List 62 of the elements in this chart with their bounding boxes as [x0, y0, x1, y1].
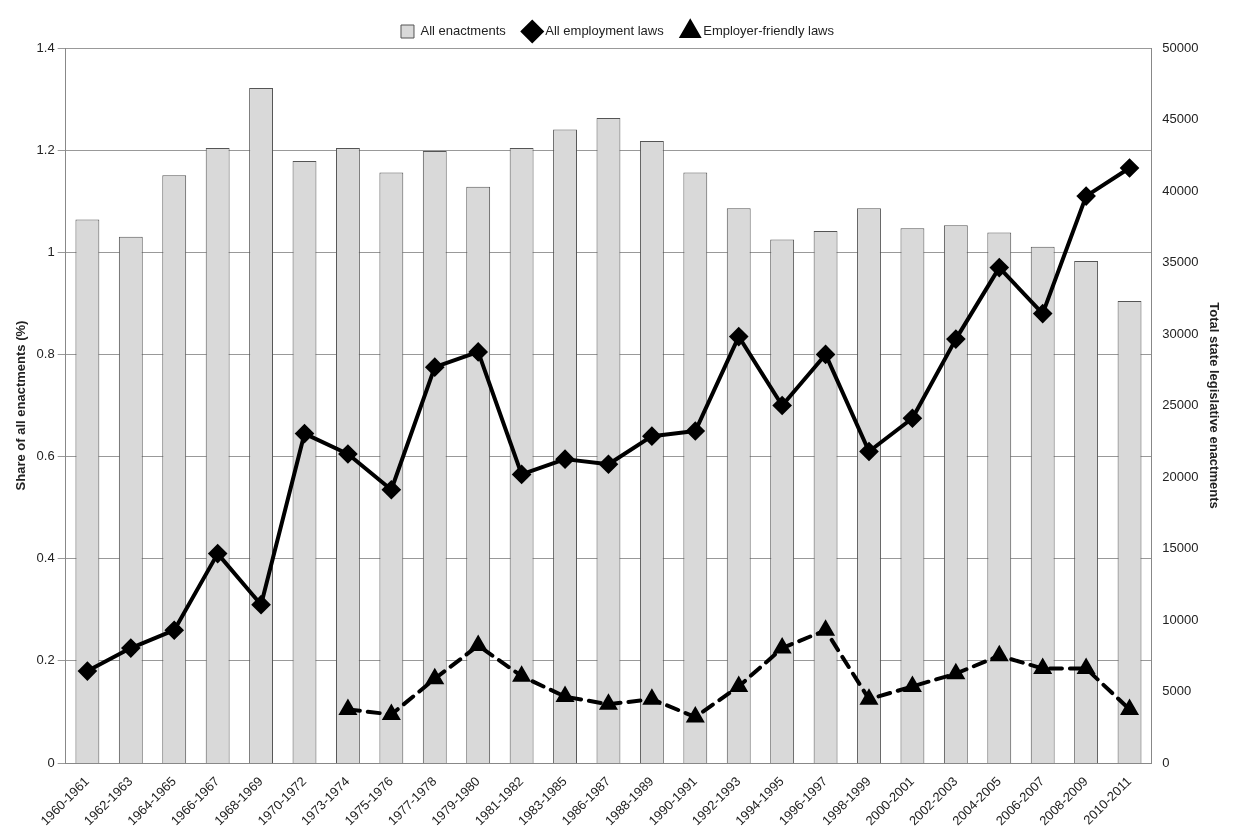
point [295, 424, 314, 443]
point [903, 409, 922, 428]
y2-axis-title: Total state legislative enactments [1206, 302, 1222, 509]
point [1121, 700, 1138, 715]
y2-tick-label: 30000 [1162, 325, 1199, 341]
point [599, 455, 618, 474]
point [817, 621, 834, 636]
point [208, 544, 227, 563]
y-axis-title: Share of all enactments (%) [13, 320, 29, 491]
point [425, 358, 444, 377]
point [1033, 304, 1052, 323]
point [860, 442, 878, 461]
point [642, 427, 661, 446]
point [816, 345, 835, 364]
point [687, 708, 704, 723]
point [1033, 657, 1052, 675]
point [774, 639, 791, 654]
y2-tick-label: 25000 [1162, 397, 1199, 413]
legend-label: Employer-friendly laws [703, 23, 835, 39]
point [339, 700, 356, 715]
y2-tick-label: 0 [1162, 754, 1170, 770]
y2-tick-label: 20000 [1162, 468, 1199, 484]
y2-tick-label: 40000 [1162, 182, 1199, 198]
point [556, 450, 575, 469]
point [165, 621, 184, 640]
point [513, 667, 530, 682]
y2-tick-label: 10000 [1162, 611, 1199, 627]
point [252, 595, 271, 614]
legend-label: All employment laws [545, 23, 665, 39]
point [383, 705, 400, 720]
point [643, 690, 660, 705]
point [468, 634, 487, 652]
point [860, 690, 878, 705]
point [946, 330, 965, 349]
point [730, 677, 747, 692]
point [1077, 187, 1096, 206]
point [512, 465, 531, 484]
point [382, 480, 401, 499]
y2-tick-label: 35000 [1162, 254, 1199, 270]
y-tick-label: 0.2 [36, 652, 55, 668]
y-tick-label: 0 [47, 754, 55, 770]
point [1120, 159, 1139, 178]
point [904, 677, 921, 692]
y-tick-label: 1.2 [36, 141, 55, 157]
y2-tick-label: 15000 [1162, 540, 1199, 556]
point [729, 327, 748, 346]
y2-tick-label: 45000 [1162, 111, 1199, 127]
y-tick-label: 0.4 [36, 550, 55, 566]
y2-tick-label: 50000 [1162, 39, 1199, 55]
y-tick-label: 1 [47, 243, 55, 259]
point [990, 258, 1009, 277]
y-tick-label: 0.6 [36, 448, 55, 464]
point [686, 422, 705, 441]
y-tick-label: 0.8 [36, 346, 55, 362]
y-tick-label: 1.4 [36, 39, 55, 55]
legend-label: All enactments [420, 23, 507, 39]
point [469, 342, 488, 361]
y2-tick-label: 5000 [1162, 683, 1192, 699]
point [773, 396, 792, 415]
point [600, 695, 617, 710]
point [338, 445, 357, 464]
point [121, 639, 140, 658]
